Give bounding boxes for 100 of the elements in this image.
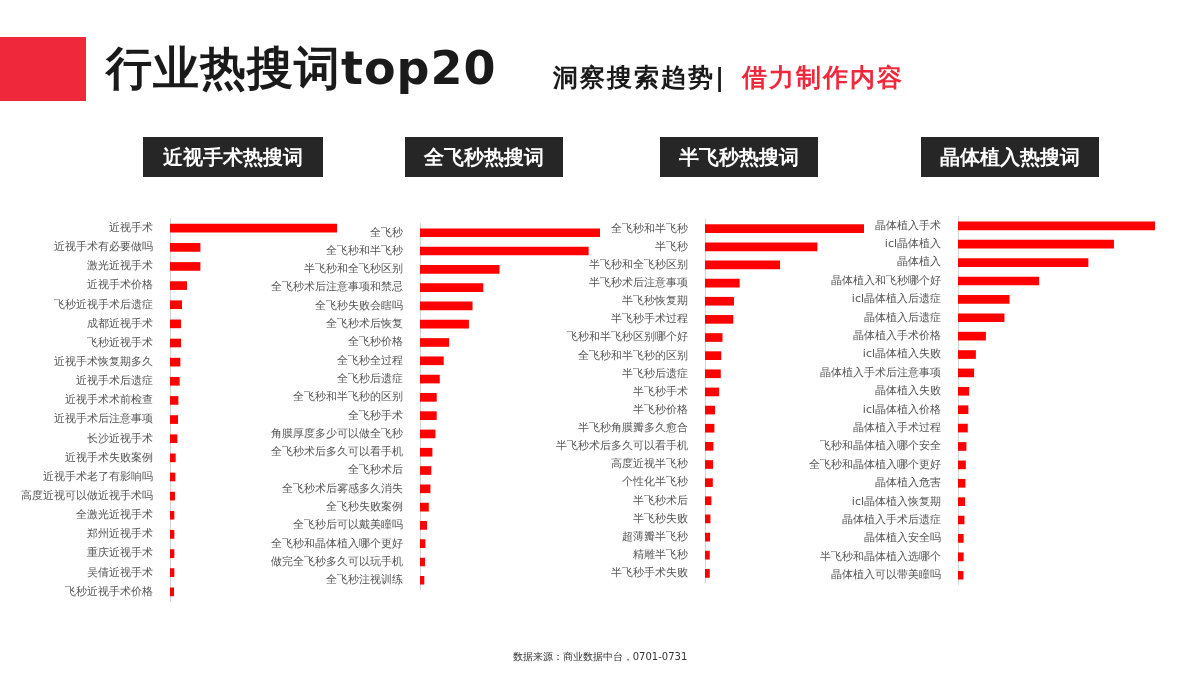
y-tick-label: 全飞秒术后注意事项和禁忌 bbox=[271, 280, 403, 294]
bar bbox=[420, 429, 436, 439]
bar bbox=[420, 228, 600, 238]
bar bbox=[958, 350, 976, 359]
y-tick-label: 全飞秒失败案例 bbox=[326, 499, 403, 513]
bar bbox=[420, 557, 426, 567]
y-tick-label: 全飞秒和半飞秒的区别 bbox=[578, 348, 688, 362]
y-tick-label: 晶体植入手术后遗症 bbox=[842, 512, 941, 526]
y-tick-label: 全飞秒和晶体植入哪个更好 bbox=[809, 457, 941, 471]
bar bbox=[705, 478, 713, 487]
chart-title: 近视手术热搜词 bbox=[143, 137, 323, 177]
bar bbox=[170, 587, 174, 597]
y-tick-label: 晶体植入后遗症 bbox=[864, 310, 941, 324]
bar bbox=[958, 570, 964, 580]
y-tick-label: 晶体植入 bbox=[897, 255, 941, 269]
bar bbox=[958, 258, 1089, 267]
y-tick-label: 全飞秒和半飞秒的区别 bbox=[293, 390, 403, 404]
bar bbox=[170, 491, 176, 501]
bar bbox=[170, 262, 201, 271]
y-tick-label: 近视手术价格 bbox=[87, 278, 153, 292]
y-tick-label: 晶体植入和飞秒哪个好 bbox=[831, 273, 941, 287]
bar bbox=[705, 460, 714, 469]
bar bbox=[420, 411, 437, 420]
y-tick-label: 重庆近视手术 bbox=[87, 546, 153, 560]
bar bbox=[705, 442, 714, 451]
y-tick-label: 半飞秒恢复期 bbox=[622, 294, 688, 308]
y-tick-label: 成都近视手术 bbox=[87, 316, 153, 330]
text: 借力制作内容 bbox=[742, 62, 905, 94]
y-tick-label: 全飞秒失败会瞎吗 bbox=[315, 298, 403, 312]
y-tick-label: 角膜厚度多少可以做全飞秒 bbox=[271, 426, 403, 440]
bar bbox=[170, 319, 182, 329]
y-tick-label: 飞秒近视手术价格 bbox=[65, 584, 153, 598]
bar bbox=[170, 568, 175, 578]
bar bbox=[420, 484, 431, 494]
y-tick-label: 全飞秒后可以戴美瞳吗 bbox=[293, 518, 403, 532]
y-tick-label: 全飞秒注视训练 bbox=[326, 573, 403, 587]
y-tick-label: 激光近视手术 bbox=[87, 259, 153, 273]
bar bbox=[958, 497, 966, 506]
bar bbox=[420, 502, 429, 512]
bar bbox=[958, 221, 1155, 231]
y-tick-label: 全飞秒全过程 bbox=[337, 353, 403, 367]
y-tick-label: 半飞秒手术失败 bbox=[611, 566, 688, 580]
bar bbox=[958, 386, 970, 396]
y-tick-label: icl晶体植入恢复期 bbox=[851, 494, 941, 508]
bar bbox=[705, 496, 712, 506]
y-tick-label: 全飞秒手术 bbox=[348, 408, 403, 422]
bar bbox=[958, 478, 966, 488]
bar bbox=[420, 283, 484, 292]
y-tick-label: 晶体植入手术后注意事项 bbox=[820, 365, 941, 379]
y-tick-label: 个性化半飞秒 bbox=[622, 475, 688, 489]
bar bbox=[170, 376, 180, 386]
bar bbox=[958, 313, 1005, 323]
y-tick-label: 全飞秒术后雾感多久消失 bbox=[282, 481, 403, 495]
y-tick-label: 全飞秒术后恢复 bbox=[326, 317, 403, 331]
y-tick-label: 晶体植入手术价格 bbox=[853, 328, 941, 342]
y-tick-label: 半飞秒和全飞秒区别 bbox=[589, 257, 688, 271]
bar bbox=[958, 534, 964, 543]
y-tick-label: 半飞秒后遗症 bbox=[622, 366, 688, 380]
bar bbox=[958, 239, 1114, 249]
bar bbox=[958, 276, 1040, 286]
y-tick-label: 全飞秒术后多久可以看手机 bbox=[271, 445, 403, 459]
bar bbox=[705, 369, 721, 379]
text: 洞察搜索趋势| bbox=[553, 62, 727, 94]
y-tick-label: 飞秒近视手术后遗症 bbox=[54, 297, 153, 311]
y-tick-label: 全飞秒和晶体植入哪个更好 bbox=[271, 536, 403, 550]
bar bbox=[705, 387, 720, 397]
bar bbox=[705, 224, 864, 233]
bar bbox=[170, 338, 182, 348]
y-tick-label: 半飞秒失败 bbox=[633, 511, 688, 525]
y-tick-label: icl晶体植入后遗症 bbox=[851, 292, 941, 306]
bar bbox=[420, 374, 440, 384]
bar bbox=[420, 447, 433, 457]
bar bbox=[420, 301, 473, 311]
bar bbox=[705, 569, 710, 578]
bar bbox=[420, 393, 437, 402]
bar bbox=[705, 333, 723, 342]
bar bbox=[958, 460, 966, 470]
y-tick-label: 飞秒近视手术 bbox=[87, 335, 153, 349]
y-tick-label: 全激光近视手术 bbox=[76, 508, 153, 522]
y-tick-label: 半飞秒术后 bbox=[633, 493, 688, 507]
bar bbox=[705, 260, 781, 270]
bar bbox=[705, 532, 711, 542]
bar bbox=[705, 315, 734, 324]
bar bbox=[420, 521, 427, 530]
y-tick-label: 近视手术恢复期多久 bbox=[54, 355, 153, 369]
y-tick-label: 半飞秒手术过程 bbox=[611, 312, 688, 326]
y-tick-label: icl晶体植入失败 bbox=[862, 347, 941, 361]
bar bbox=[170, 510, 175, 520]
bar bbox=[705, 278, 740, 288]
bar bbox=[170, 300, 183, 310]
bar bbox=[958, 552, 964, 562]
bar bbox=[705, 405, 716, 415]
bar bbox=[170, 530, 175, 539]
bar bbox=[170, 281, 188, 290]
bar bbox=[170, 396, 179, 405]
bar bbox=[705, 351, 722, 360]
source-note: 数据来源：商业数据中台，0701-0731 bbox=[511, 650, 689, 664]
y-tick-label: 郑州近视手术 bbox=[87, 527, 153, 541]
bar bbox=[170, 453, 176, 463]
bar bbox=[170, 242, 201, 252]
